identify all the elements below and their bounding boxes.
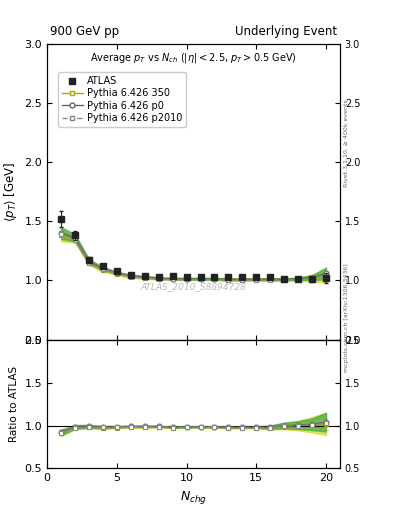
Y-axis label: $\langle p_T \rangle$ [GeV]: $\langle p_T \rangle$ [GeV] — [2, 161, 19, 222]
Text: 900 GeV pp: 900 GeV pp — [50, 25, 119, 37]
Y-axis label: Ratio to ATLAS: Ratio to ATLAS — [9, 366, 19, 442]
Legend: ATLAS, Pythia 6.426 350, Pythia 6.426 p0, Pythia 6.426 p2010: ATLAS, Pythia 6.426 350, Pythia 6.426 p0… — [58, 72, 186, 127]
Text: Rivet 3.1.10, ≥ 400k events: Rivet 3.1.10, ≥ 400k events — [344, 99, 349, 187]
Text: mcplots.cern.ch [arXiv:1306.3436]: mcplots.cern.ch [arXiv:1306.3436] — [344, 263, 349, 372]
Text: Underlying Event: Underlying Event — [235, 25, 337, 37]
Text: Average $p_T$ vs $N_{ch}$ ($|\eta| < 2.5$, $p_T > 0.5$ GeV): Average $p_T$ vs $N_{ch}$ ($|\eta| < 2.5… — [90, 51, 297, 65]
X-axis label: $N_{chg}$: $N_{chg}$ — [180, 489, 207, 506]
Text: ATLAS_2010_S8894728: ATLAS_2010_S8894728 — [141, 282, 246, 291]
